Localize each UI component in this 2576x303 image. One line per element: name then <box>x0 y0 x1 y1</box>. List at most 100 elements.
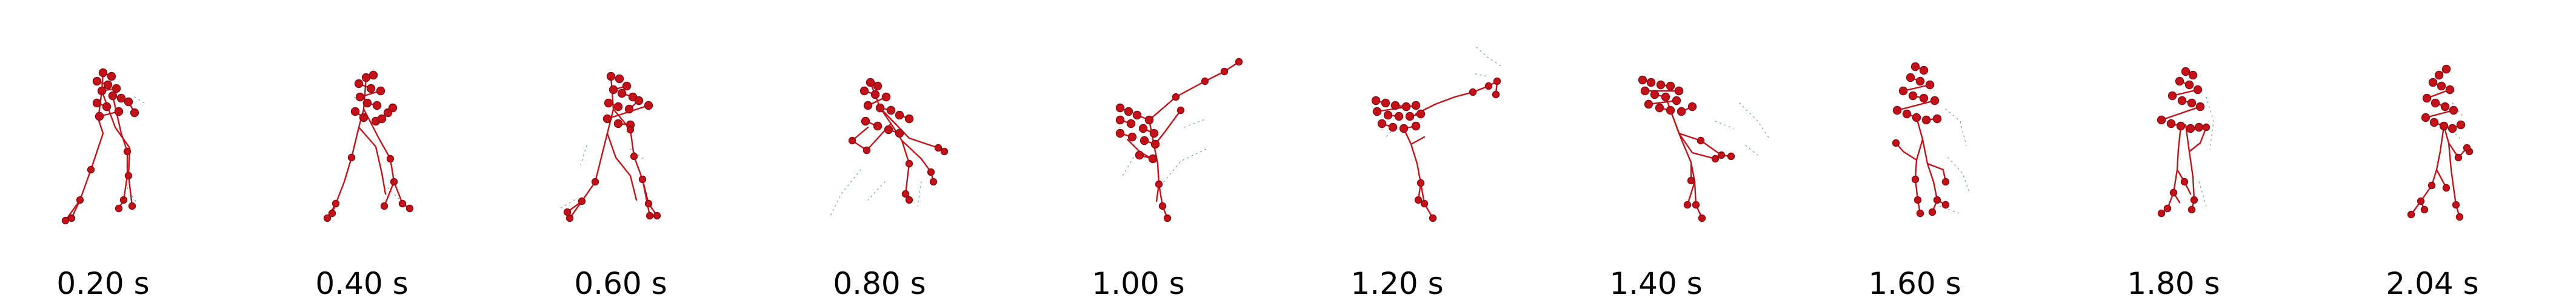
skeleton-joint <box>1916 209 1924 218</box>
skeleton-joint <box>1115 103 1125 113</box>
skeleton-joint <box>1150 139 1160 149</box>
skeleton-joint <box>863 146 871 155</box>
skeleton-joint <box>2421 113 2431 122</box>
skeleton-joint <box>1941 178 1950 186</box>
motion-trace <box>1163 148 1207 182</box>
motion-trace <box>917 181 922 207</box>
skeleton-joint <box>2449 105 2458 115</box>
skeleton-joint <box>1912 113 1921 122</box>
skeleton-joint <box>870 90 880 99</box>
skeleton-joint <box>646 211 654 220</box>
skeleton-joint <box>1941 201 1950 209</box>
skeleton-joint <box>1640 86 1650 96</box>
time-label: 0.20 s <box>56 266 149 301</box>
skeleton-joint <box>2455 213 2464 221</box>
skeleton-joint <box>1115 115 1125 125</box>
skeleton-joint <box>1646 78 1656 87</box>
pose-skeleton <box>559 72 661 222</box>
pose-skeleton <box>323 70 414 222</box>
motion-trace <box>1184 118 1207 128</box>
skeleton-joint <box>1138 124 1148 133</box>
skeleton-joint <box>1126 119 1136 128</box>
skeleton-joint <box>1411 121 1421 131</box>
skeleton-joint <box>2434 70 2444 80</box>
motion-trace <box>387 187 401 201</box>
skeleton-joint <box>377 114 387 124</box>
skeleton-joint <box>388 103 398 113</box>
time-label: 1.60 s <box>1868 266 1961 301</box>
skeleton-joint <box>2186 124 2195 133</box>
skeleton-joint <box>863 101 873 110</box>
motion-trace <box>1739 102 1770 140</box>
motion-trace <box>2206 96 2214 150</box>
skeleton-joint <box>2176 121 2186 131</box>
time-label: 1.20 s <box>1350 266 1443 301</box>
skeleton-bone <box>70 72 104 219</box>
skeleton-bone <box>1403 127 1434 219</box>
skeleton-joint <box>1898 86 1908 96</box>
skeleton-joint <box>2439 121 2449 131</box>
time-label: 0.60 s <box>574 266 667 301</box>
skeleton-joint <box>115 204 123 213</box>
frame-10: 2.04 s <box>2386 64 2479 301</box>
skeleton-joint <box>1910 62 1920 72</box>
skeleton-joint <box>2428 78 2438 87</box>
skeleton-joint <box>1148 154 1158 164</box>
skeleton-joint <box>1381 98 1390 108</box>
skeleton-joint <box>859 86 869 96</box>
skeleton-joint <box>1420 199 1429 208</box>
skeleton-joint <box>124 97 133 107</box>
skeleton-joint <box>97 86 107 96</box>
skeleton-joint <box>366 84 376 93</box>
skeleton-joint <box>1915 76 1925 86</box>
skeleton-joint <box>1201 77 1209 85</box>
skeleton-joint <box>2187 205 2196 214</box>
skeleton-joint <box>1902 109 1912 119</box>
skeleton-joint <box>2456 120 2466 130</box>
time-label: 1.40 s <box>1609 266 1702 301</box>
skeleton-joint <box>2437 81 2446 91</box>
skeleton-joint <box>1683 201 1692 209</box>
skeleton-joint <box>2184 80 2194 90</box>
skeleton-joint <box>2429 118 2439 127</box>
skeleton-bone <box>64 199 81 222</box>
skeleton-joint <box>1692 201 1700 209</box>
skeleton-joint <box>1687 102 1697 112</box>
skeleton-joint <box>578 197 586 205</box>
skeleton-joint <box>2190 196 2198 204</box>
skeleton-joint <box>1414 196 1423 204</box>
skeleton-bone <box>1678 132 1732 158</box>
skeleton-joint <box>624 104 634 114</box>
skeleton-joint <box>1908 91 1918 101</box>
skeleton-joint <box>617 88 627 98</box>
time-label: 0.80 s <box>833 266 926 301</box>
skeleton-joint <box>634 96 644 105</box>
motion-trace <box>1745 145 1758 156</box>
skeleton-joint <box>123 147 132 156</box>
skeleton-joint <box>1377 119 1387 128</box>
skeleton-joint <box>1911 175 1920 184</box>
skeleton-joint <box>2187 98 2197 108</box>
skeleton-joint <box>92 76 102 86</box>
skeleton-joint <box>609 85 618 95</box>
skeleton-joint <box>1892 139 1900 147</box>
skeleton-joint <box>644 101 653 110</box>
skeleton-joint <box>355 92 365 102</box>
time-label: 1.80 s <box>2127 266 2220 301</box>
skeleton-joint <box>1687 176 1695 185</box>
skeleton-joint <box>1371 96 1381 105</box>
skeleton-joint <box>362 98 372 108</box>
skeleton-joint <box>1411 101 1421 110</box>
skeleton-joint <box>2445 85 2455 95</box>
skeleton-joint <box>1429 214 1437 222</box>
skeleton-joint <box>112 84 121 93</box>
skeleton-joint <box>929 178 938 186</box>
skeleton-joint <box>2202 123 2211 132</box>
skeleton-joint <box>1394 112 1404 121</box>
skeleton-joint <box>1399 124 1409 133</box>
motion-trace <box>867 181 886 201</box>
skeleton-joint <box>861 116 870 126</box>
skeleton-joint <box>622 81 632 91</box>
skeleton-joint <box>1493 77 1501 85</box>
skeleton-joint <box>875 103 885 113</box>
